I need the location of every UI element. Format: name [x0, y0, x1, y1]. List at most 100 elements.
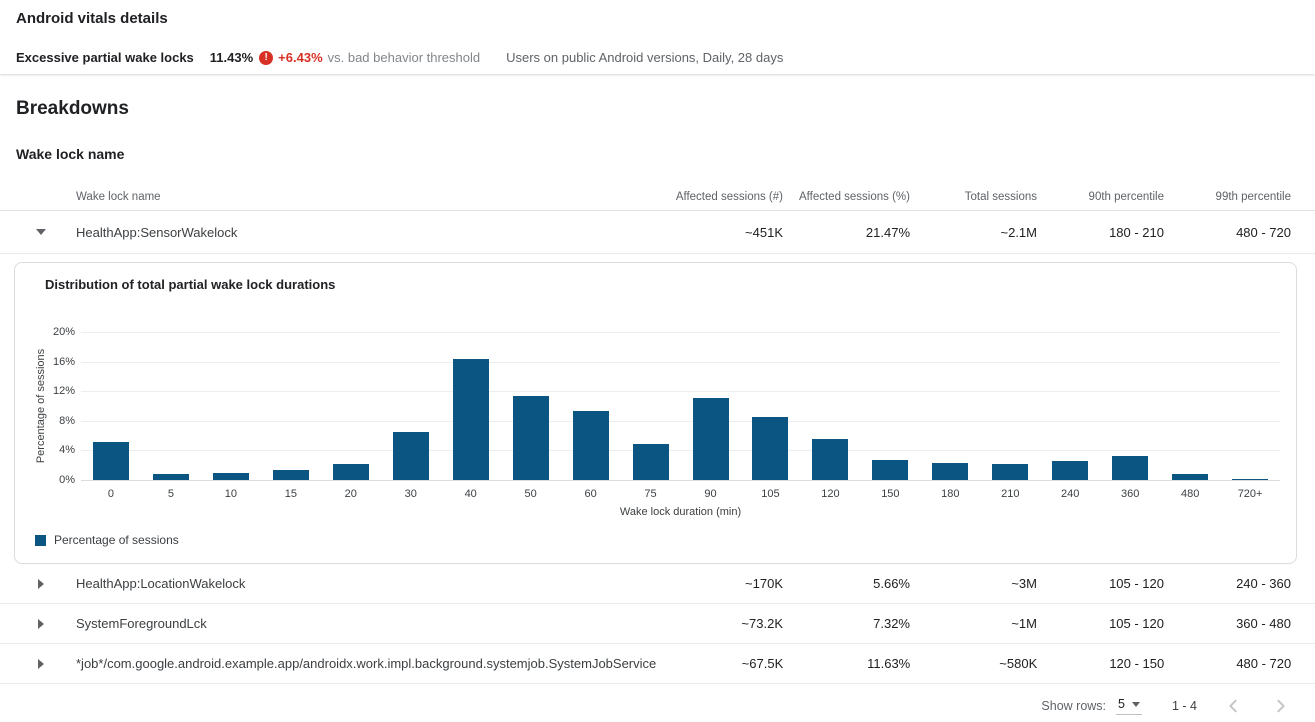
p90-value: 105 - 120 [1109, 576, 1164, 591]
metric-summary: Excessive partial wake locks 11.43% ! +6… [16, 50, 1299, 74]
bar-360[interactable] [1112, 456, 1149, 480]
bar-5[interactable] [152, 474, 189, 480]
chart-legend: Percentage of sessions [35, 533, 1296, 563]
bar-120[interactable] [812, 439, 849, 480]
x-tick-label: 75 [644, 488, 657, 500]
wake-lock-name: *job*/com.google.android.example.app/and… [76, 656, 657, 671]
bar-480[interactable] [1172, 474, 1209, 480]
bar-50[interactable] [512, 395, 549, 480]
show-rows-label: Show rows: [1041, 699, 1107, 713]
x-tick-label: 5 [167, 488, 174, 500]
wake-lock-name: HealthApp:SensorWakelock [76, 224, 238, 240]
bar-slot [441, 332, 501, 480]
p99-value: 480 - 720 [1236, 224, 1291, 240]
bar-90[interactable] [692, 397, 729, 480]
bar-180[interactable] [932, 462, 969, 480]
affected-sessions-count: ~67.5K [741, 656, 784, 671]
rows-per-page-value: 5 [1118, 697, 1125, 711]
x-tick-label: 210 [1001, 488, 1020, 500]
rows-per-page-select[interactable]: 5 [1116, 697, 1142, 715]
prev-page-button[interactable] [1221, 694, 1245, 718]
bar-20[interactable] [332, 464, 369, 480]
x-tick-label: 105 [761, 488, 780, 500]
bar-slot [1100, 332, 1160, 480]
p99-value: 240 - 360 [1236, 576, 1291, 591]
bar-60[interactable] [572, 411, 609, 480]
total-sessions: ~3M [1011, 576, 1037, 591]
table-row[interactable]: HealthApp:SensorWakelock ~451K 21.47% ~2… [0, 211, 1315, 254]
total-sessions: ~1M [1011, 616, 1037, 631]
main-content: Breakdowns Wake lock name Wake lock name… [0, 98, 1315, 722]
page-title: Android vitals details [16, 10, 168, 27]
bar-slot [920, 332, 980, 480]
x-axis-label: Wake lock duration (min) [619, 506, 742, 518]
bar-15[interactable] [272, 470, 309, 480]
y-axis-label: Percentage of sessions [35, 348, 47, 464]
x-tick-label: 60 [584, 488, 597, 500]
chevron-right-icon [1277, 699, 1285, 713]
x-tick-label: 360 [1121, 488, 1140, 500]
gridline [81, 391, 1280, 393]
total-sessions: ~2.1M [1000, 224, 1038, 240]
bar-240[interactable] [1052, 460, 1089, 480]
bar-30[interactable] [392, 431, 429, 480]
metric-value: 11.43% [209, 50, 254, 65]
x-tick-label: 240 [1061, 488, 1080, 500]
bar-150[interactable] [872, 460, 909, 480]
col-header-90th-percentile: 90th percentile [1088, 191, 1164, 203]
chart-x-labels: 0 5 10 15 20 30 40 50 60 75 90 105 120 150 180 210 240 36… [81, 488, 1280, 500]
x-tick-label: 180 [941, 488, 960, 500]
gridline [81, 332, 1280, 333]
total-sessions: ~580K [999, 656, 1038, 671]
bar-slot [740, 332, 800, 480]
arrow-right-icon[interactable] [38, 618, 44, 629]
table-row[interactable]: *job*/com.google.android.example.app/and… [0, 644, 1315, 684]
bar-0[interactable] [92, 442, 129, 480]
bar-slot [321, 332, 381, 480]
p90-value: 180 - 210 [1109, 224, 1164, 240]
arrow-drop-down-icon[interactable] [36, 229, 46, 235]
legend-label: Percentage of sessions [54, 533, 179, 547]
x-tick-label: 90 [704, 488, 717, 500]
table-header: Wake lock name Affected sessions (#) Aff… [0, 184, 1315, 211]
x-tick-label: 15 [284, 488, 297, 500]
col-header-wake-lock-name: Wake lock name [76, 191, 161, 203]
col-header-99th-percentile: 99th percentile [1215, 191, 1291, 203]
affected-sessions-pct: 11.63% [867, 656, 911, 671]
bar-40[interactable] [452, 359, 489, 480]
metric-label: Excessive partial wake locks [16, 50, 194, 65]
next-page-button[interactable] [1269, 694, 1293, 718]
bar-slot [81, 332, 141, 480]
table-row[interactable]: SystemForegroundLck ~73.2K 7.32% ~1M 105… [0, 604, 1315, 644]
gridline [81, 450, 1280, 452]
metric-delta: +6.43% [278, 50, 323, 65]
bar-75[interactable] [632, 443, 669, 480]
table-pagination: Show rows: 5 1 - 4 [0, 684, 1315, 722]
arrow-right-icon[interactable] [38, 578, 44, 589]
sticky-header: Android vitals details Excessive partial… [0, 0, 1315, 74]
bar-slot [561, 332, 621, 480]
bar-slot [980, 332, 1040, 480]
table-row[interactable]: HealthApp:LocationWakelock ~170K 5.66% ~… [0, 564, 1315, 604]
p90-value: 120 - 150 [1109, 656, 1165, 671]
affected-sessions-pct: 7.32% [873, 616, 910, 631]
wake-lock-name: HealthApp:LocationWakelock [76, 576, 246, 591]
arrow-right-icon[interactable] [38, 658, 44, 669]
bar-720+[interactable] [1232, 478, 1269, 480]
legend-swatch [35, 534, 46, 546]
bar-105[interactable] [752, 417, 789, 480]
y-tick-label: 4% [59, 444, 75, 457]
y-tick-label: 0% [59, 474, 75, 486]
x-tick-label: 480 [1180, 488, 1200, 500]
bar-10[interactable] [212, 472, 249, 480]
rows-range: 1 - 4 [1171, 699, 1197, 713]
bar-slot [1040, 332, 1100, 480]
x-tick-label: 120 [821, 488, 840, 500]
chart-title: Distribution of total partial wake lock … [45, 277, 336, 292]
bar-210[interactable] [992, 464, 1029, 480]
x-tick-label: 720+ [1237, 488, 1263, 500]
col-header-total-sessions: Total sessions [964, 191, 1037, 203]
bar-slot [141, 332, 201, 480]
bar-series [81, 332, 1280, 480]
affected-sessions-pct: 21.47% [865, 224, 910, 240]
